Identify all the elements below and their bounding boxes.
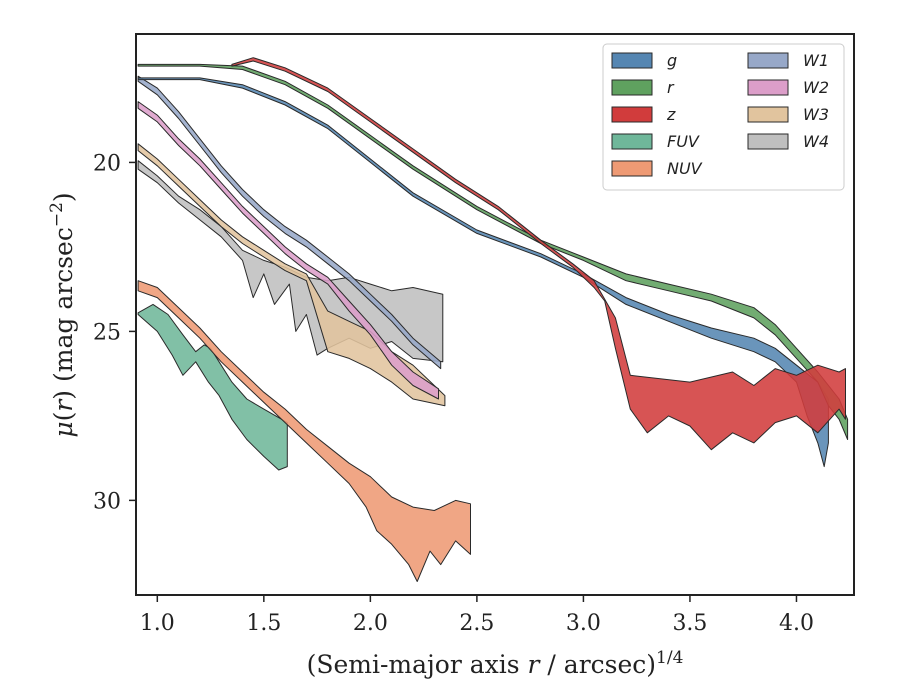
legend-swatch-w2 bbox=[747, 79, 789, 96]
legend-label-w2: W2 bbox=[803, 78, 829, 97]
legend-swatch-z bbox=[611, 106, 653, 123]
legend-label-r: r bbox=[667, 78, 675, 97]
legend-label-w3: W3 bbox=[803, 105, 829, 124]
legend-swatch-r bbox=[611, 79, 653, 96]
y-tick-label: 30 bbox=[93, 489, 121, 514]
legend-label-nuv: NUV bbox=[667, 159, 703, 178]
x-tick-label: 1.5 bbox=[246, 611, 281, 636]
x-axis-title: (Semi-major axis r / arcsec)1/4 bbox=[307, 648, 684, 679]
band-w3 bbox=[137, 143, 446, 407]
band-g bbox=[137, 77, 829, 468]
x-tick-label: 3.5 bbox=[672, 611, 707, 636]
legend-label-g: g bbox=[667, 51, 677, 70]
legend-swatch-w4 bbox=[747, 133, 789, 150]
x-tick-label: 2.5 bbox=[459, 611, 494, 636]
y-axis-title: μ(r) (mag arcsec−2) bbox=[47, 192, 78, 437]
profile-bands bbox=[137, 57, 849, 582]
band-r bbox=[137, 63, 849, 440]
y-tick-label: 20 bbox=[93, 151, 121, 176]
x-tick-label: 3.0 bbox=[566, 611, 601, 636]
legend-label-w1: W1 bbox=[803, 51, 829, 70]
x-tick-label: 2.0 bbox=[353, 611, 388, 636]
plot-frame bbox=[135, 33, 855, 596]
axis-ticks: 1.0 1.5 2.0 2.5 3.0 3.5 4.0 20 25 30 bbox=[93, 151, 814, 636]
band-w2 bbox=[137, 101, 439, 400]
legend: grz FUV NUV W1 W2 W3 W4 bbox=[602, 43, 845, 191]
legend-swatch-g bbox=[611, 52, 653, 69]
legend-swatch-fuv bbox=[611, 133, 653, 150]
band-w1 bbox=[137, 75, 442, 370]
legend-swatch-w1 bbox=[747, 52, 789, 69]
y-tick-label: 25 bbox=[93, 320, 121, 345]
band-z bbox=[231, 57, 846, 451]
legend-label-z: z bbox=[666, 105, 676, 124]
legend-label-w4: W4 bbox=[803, 132, 829, 151]
legend-swatch-nuv bbox=[611, 160, 653, 177]
legend-label-fuv: FUV bbox=[667, 132, 700, 151]
band-w4 bbox=[137, 160, 444, 363]
x-tick-label: 4.0 bbox=[779, 611, 814, 636]
legend-swatch-w3 bbox=[747, 106, 789, 123]
band-fuv bbox=[137, 303, 288, 471]
x-tick-label: 1.0 bbox=[140, 611, 175, 636]
band-nuv bbox=[137, 280, 471, 582]
